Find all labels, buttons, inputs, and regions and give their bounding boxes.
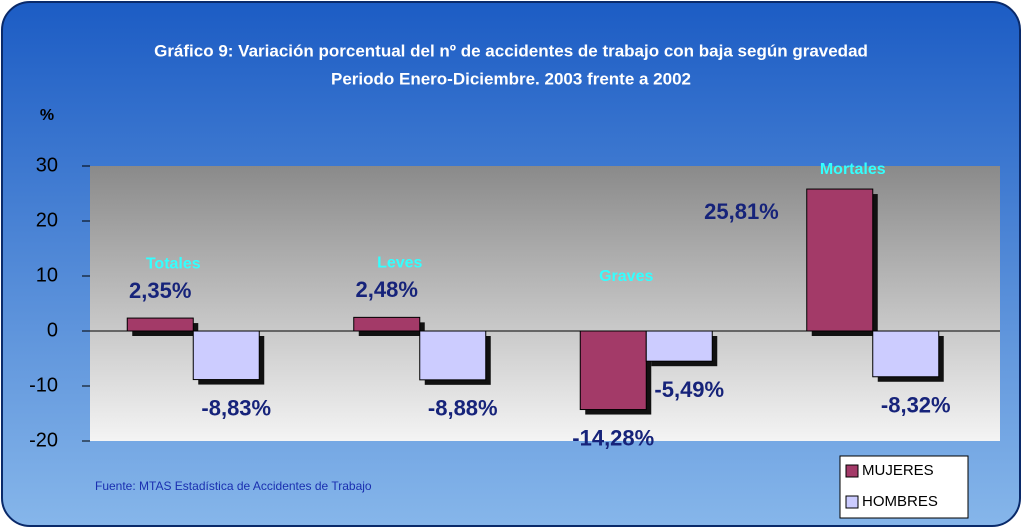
category-label: Graves [599, 268, 653, 285]
bar [126, 317, 194, 332]
legend-swatch [845, 495, 859, 509]
data-label: -8,32% [881, 393, 951, 418]
category-label: Leves [377, 255, 422, 272]
y-tick-label: -20 [29, 429, 58, 451]
y-tick-label: 30 [36, 154, 58, 176]
bar [872, 330, 940, 378]
data-label: -5,49% [654, 377, 724, 402]
bar [353, 316, 421, 332]
legend-label: MUJERES [862, 462, 934, 479]
legend-label: HOMBRES [862, 493, 938, 510]
category-label: Mortales [820, 161, 886, 178]
y-tick-label: 10 [36, 264, 58, 286]
bar [192, 330, 260, 381]
data-label: 2,35% [129, 278, 191, 303]
chart-subtitle: Periodo Enero-Diciembre. 2003 frente a 2… [331, 69, 691, 88]
chart-title: Gráfico 9: Variación porcentual del nº d… [154, 41, 868, 60]
bar [806, 188, 874, 332]
y-tick-label: -10 [29, 374, 58, 396]
bar [645, 330, 713, 362]
source-note: Fuente: MTAS Estadística de Accidentes d… [95, 479, 372, 493]
data-label: -8,83% [201, 395, 271, 420]
bar [419, 330, 487, 381]
y-tick-label: 20 [36, 209, 58, 231]
y-axis-label: % [40, 107, 54, 124]
y-tick-label: 0 [47, 319, 58, 341]
legend [839, 455, 969, 519]
data-label: 2,48% [356, 277, 418, 302]
legend-swatch [845, 464, 859, 478]
category-label: Totales [146, 255, 201, 272]
data-label: -8,88% [428, 396, 498, 421]
bar [579, 330, 647, 411]
data-label: -14,28% [572, 425, 654, 450]
data-label: 25,81% [704, 199, 779, 224]
